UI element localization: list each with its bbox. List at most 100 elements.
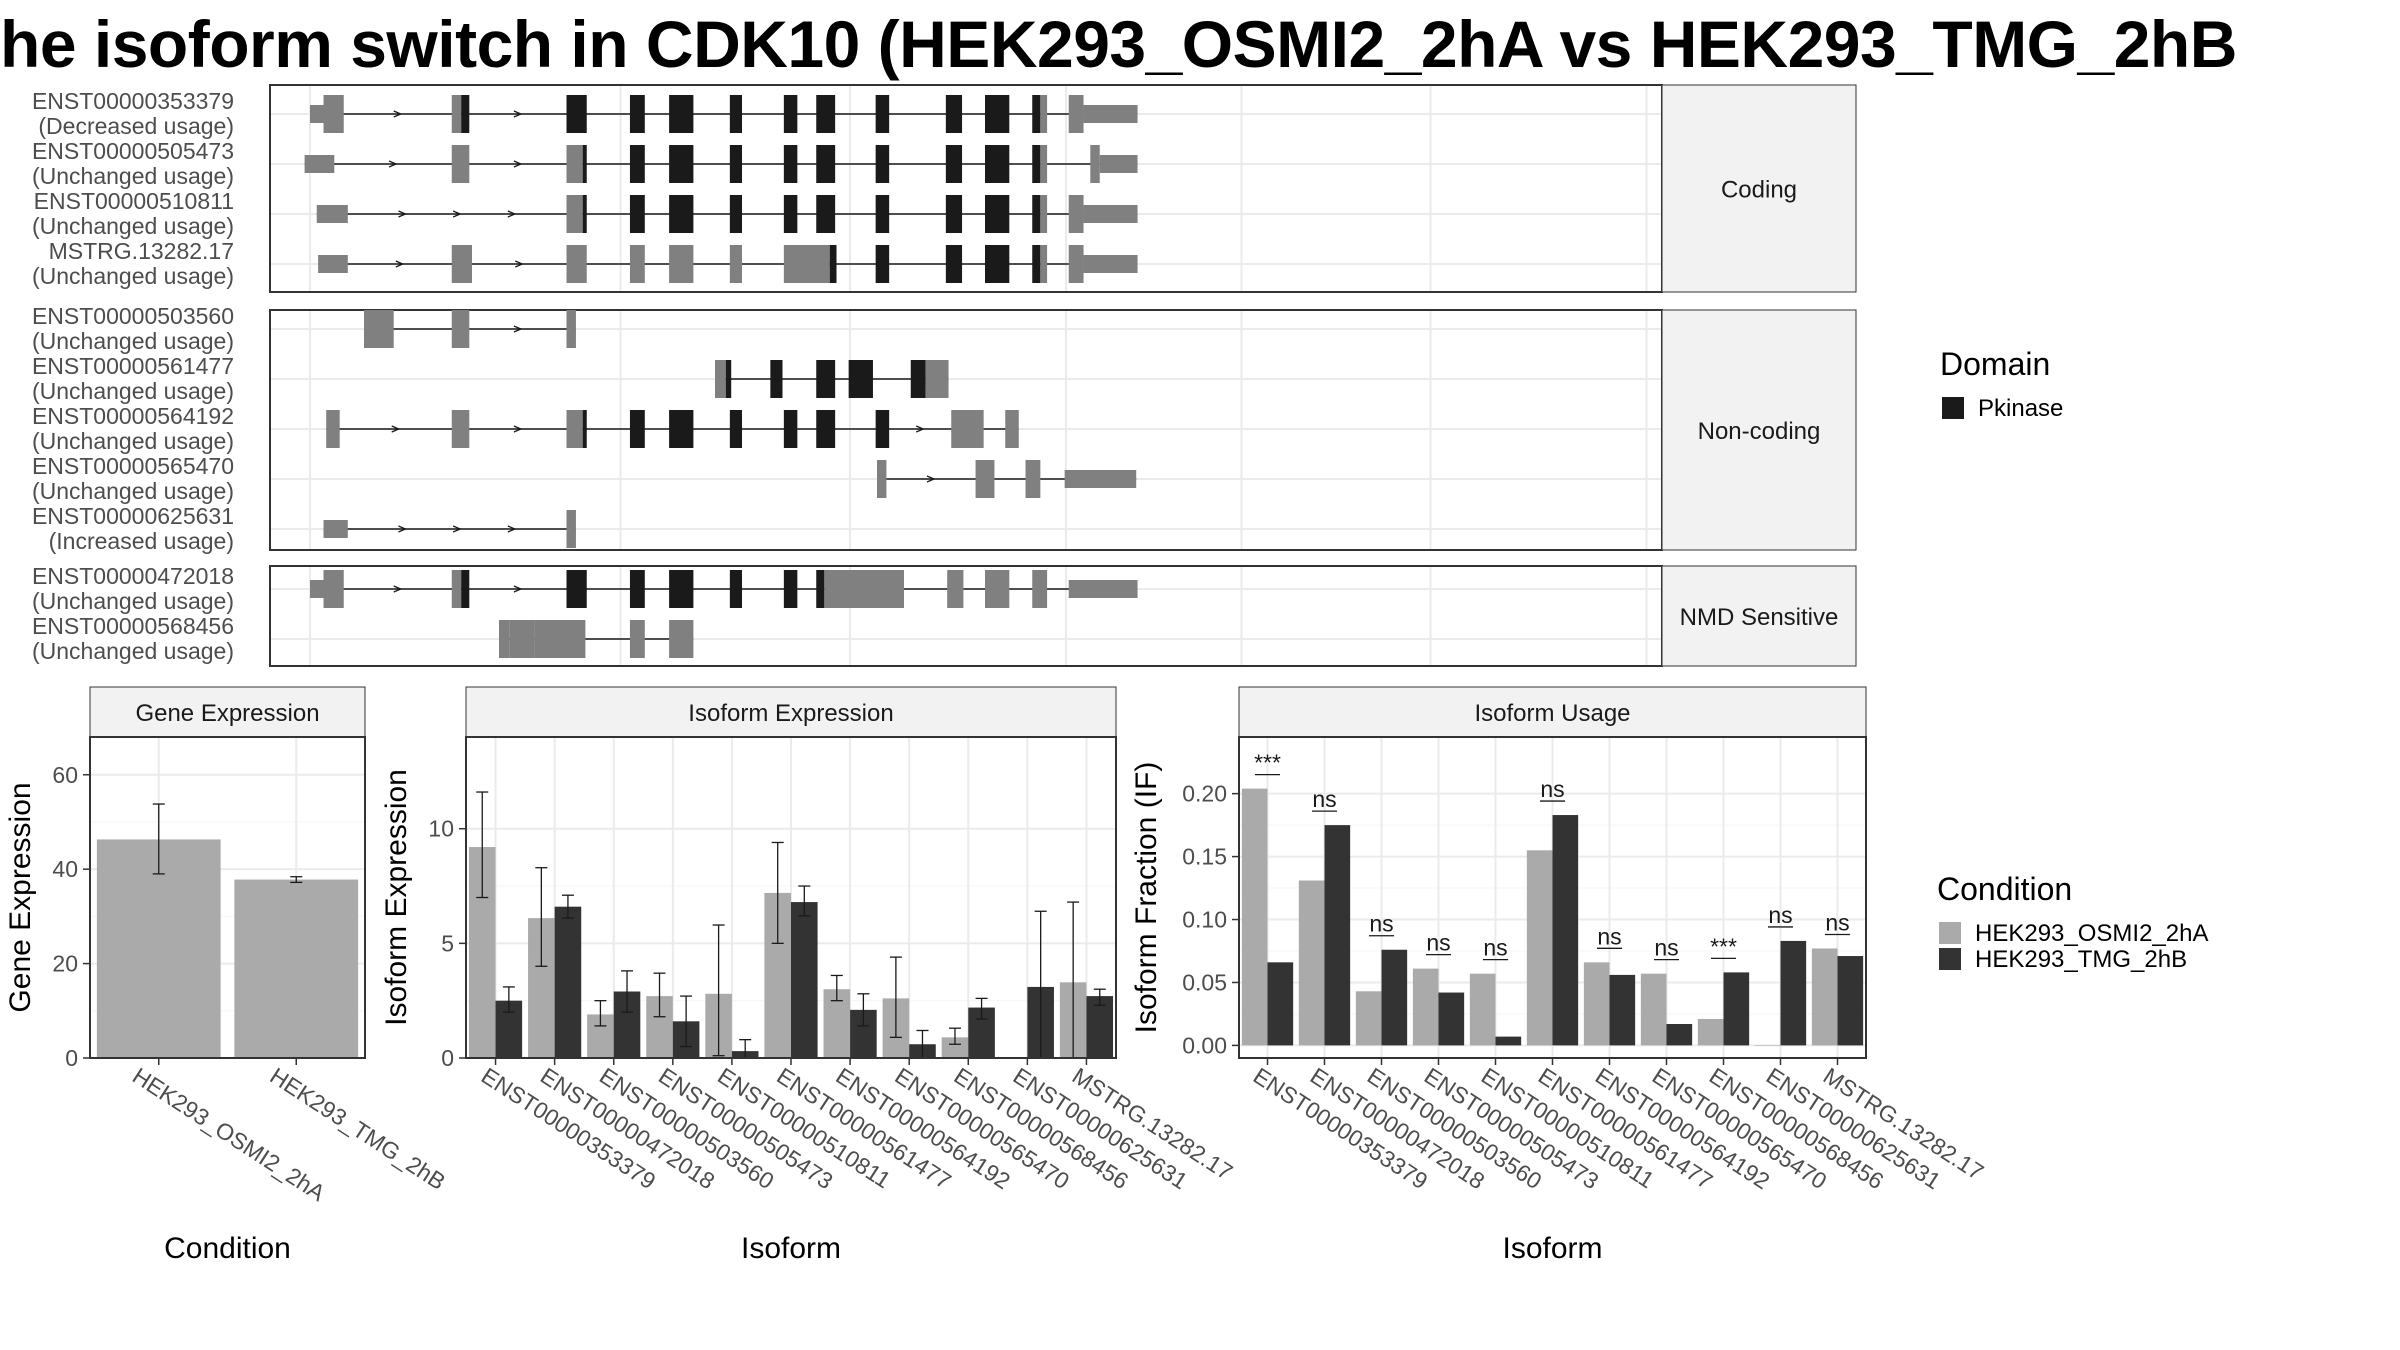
exon [323, 520, 348, 538]
condition-legend-swatch [1939, 948, 1961, 970]
intron-arrow [452, 210, 462, 218]
significance-label: ns [1540, 776, 1564, 802]
domain-exon [582, 145, 587, 183]
domain-exon [945, 145, 963, 183]
structure-panel-label: Non-coding [1698, 418, 1821, 445]
facet-strip [1238, 686, 1867, 738]
y-tick-label: 10 [428, 816, 454, 842]
structure-panel-strip [1661, 84, 1857, 293]
bar [1754, 1045, 1781, 1046]
y-tick-label: 0.10 [1182, 907, 1227, 933]
exon [629, 620, 645, 658]
bar [1811, 948, 1838, 1046]
intron-arrow [513, 585, 523, 593]
bar [1609, 974, 1636, 1046]
bar [1267, 962, 1294, 1046]
y-axis-title: Gene Expression [4, 782, 37, 1012]
exon [566, 510, 576, 548]
structure-panel-non-coding: Non-coding ENST00000503560(Unchanged usag… [32, 303, 1857, 554]
bar [1526, 850, 1553, 1046]
intron-arrow [393, 585, 403, 593]
domain-exon [629, 145, 645, 183]
exon [1005, 410, 1019, 448]
domain-exon [1032, 145, 1041, 183]
domain-exon [669, 570, 694, 608]
intron-arrow [507, 210, 517, 218]
exon [566, 195, 583, 233]
transcript-usage-label: (Unchanged usage) [32, 213, 234, 239]
y-tick-label: 5 [441, 930, 454, 956]
x-axis-title: Isoform [741, 1232, 841, 1265]
bar [1697, 1018, 1724, 1046]
structure-panel-border [269, 84, 1663, 293]
transcript-id-label: ENST00000505473 [32, 138, 234, 164]
intron-arrow [393, 110, 403, 118]
bar [1241, 788, 1268, 1046]
bar [1086, 996, 1114, 1058]
domain-exon [985, 245, 1010, 283]
condition-legend-label: HEK293_OSMI2_2hA [1975, 920, 2208, 947]
plot-border [1238, 736, 1867, 1059]
exon [323, 95, 344, 133]
transcript-usage-label: (Increased usage) [49, 528, 234, 554]
domain-exon [783, 570, 798, 608]
transcript-ENST00000503560: ENST00000503560(Unchanged usage) [32, 303, 576, 354]
exon [1068, 95, 1084, 133]
y-tick-label: 0.05 [1182, 969, 1227, 995]
significance-label: *** [1254, 750, 1281, 776]
exon [1064, 470, 1137, 488]
bar [1324, 825, 1351, 1046]
domain-exon [729, 145, 742, 183]
facet-strip-label: Gene Expression [135, 700, 319, 727]
transcript-ENST00000568456: ENST00000568456(Unchanged usage) [32, 613, 694, 664]
transcript-MSTRG.13282.17: MSTRG.13282.17(Unchanged usage) [32, 238, 1138, 289]
intron-arrow [388, 160, 398, 168]
transcript-usage-label: (Unchanged usage) [32, 478, 234, 504]
transcript-ENST00000565470: ENST00000565470(Unchanged usage) [32, 453, 1137, 504]
condition-legend-swatch [1939, 922, 1961, 944]
domain-exon [669, 410, 694, 448]
domain-exon [629, 195, 645, 233]
domain-exon [985, 95, 1010, 133]
bar [1412, 968, 1439, 1046]
domain-exon [783, 410, 798, 448]
structure-panel-strip [1661, 565, 1857, 667]
domain-exon [783, 195, 798, 233]
domain-exon [783, 95, 798, 133]
exon [925, 360, 949, 398]
domain-exon [669, 195, 694, 233]
domain-exon [816, 570, 825, 608]
domain-exon [669, 95, 694, 133]
exon [669, 245, 694, 283]
domain-exon [945, 245, 963, 283]
structure-panel-label: NMD Sensitive [1680, 604, 1839, 631]
exon [451, 245, 472, 283]
exon [1068, 245, 1084, 283]
transcript-ENST00000510811: ENST00000510811(Unchanged usage) [32, 188, 1138, 239]
exon [316, 205, 348, 223]
x-axis-title: Condition [164, 1232, 291, 1265]
domain-exon [566, 570, 587, 608]
exon [310, 105, 324, 123]
exon [877, 460, 887, 498]
exon [1040, 195, 1048, 233]
domain-exon [816, 145, 836, 183]
bar [1381, 949, 1408, 1046]
intron-arrow [915, 425, 925, 433]
exon [1083, 105, 1138, 123]
transcript-id-label: ENST00000561477 [32, 353, 234, 379]
significance-label: ns [1426, 930, 1450, 956]
transcript-ENST00000561477: ENST00000561477(Unchanged usage) [32, 353, 949, 404]
structure-panel-border [269, 565, 1663, 667]
transcript-ENST00000564192: ENST00000564192(Unchanged usage) [32, 403, 1019, 454]
y-tick-label: 60 [52, 762, 78, 788]
exon [1083, 255, 1138, 273]
exon [824, 570, 904, 608]
transcript-usage-label: (Unchanged usage) [32, 638, 234, 664]
domain-legend-swatch [1942, 397, 1964, 419]
domain-exon [461, 95, 470, 133]
exon [1068, 580, 1138, 598]
bar [234, 879, 359, 1058]
transcript-usage-label: (Unchanged usage) [32, 378, 234, 404]
